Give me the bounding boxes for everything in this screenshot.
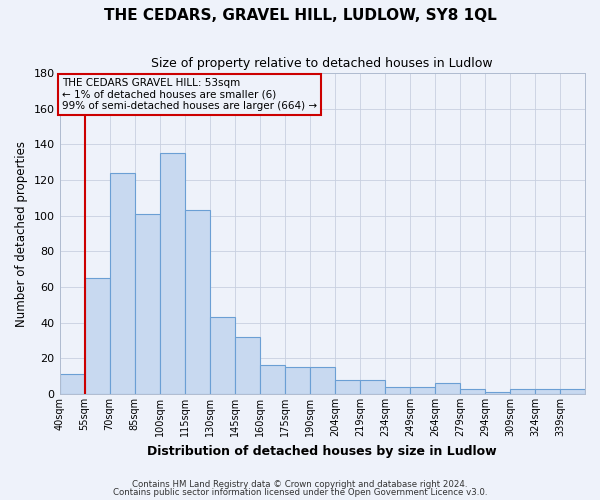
Text: THE CEDARS GRAVEL HILL: 53sqm
← 1% of detached houses are smaller (6)
99% of sem: THE CEDARS GRAVEL HILL: 53sqm ← 1% of de… [62,78,317,111]
Bar [460,388,485,394]
Bar [110,173,134,394]
Bar [160,154,185,394]
Bar [360,380,385,394]
Bar [510,388,535,394]
Bar [485,392,510,394]
Bar [435,384,460,394]
Bar [310,368,335,394]
Bar [535,388,560,394]
Text: Contains HM Land Registry data © Crown copyright and database right 2024.: Contains HM Land Registry data © Crown c… [132,480,468,489]
X-axis label: Distribution of detached houses by size in Ludlow: Distribution of detached houses by size … [148,444,497,458]
Bar [59,374,85,394]
Title: Size of property relative to detached houses in Ludlow: Size of property relative to detached ho… [151,58,493,70]
Bar [85,278,110,394]
Y-axis label: Number of detached properties: Number of detached properties [15,140,28,326]
Bar [209,318,235,394]
Bar [285,368,310,394]
Bar [335,380,360,394]
Text: Contains public sector information licensed under the Open Government Licence v3: Contains public sector information licen… [113,488,487,497]
Bar [235,337,260,394]
Bar [260,366,285,394]
Bar [385,387,410,394]
Bar [134,214,160,394]
Bar [410,387,435,394]
Bar [185,210,209,394]
Text: THE CEDARS, GRAVEL HILL, LUDLOW, SY8 1QL: THE CEDARS, GRAVEL HILL, LUDLOW, SY8 1QL [104,8,496,22]
Bar [560,388,585,394]
